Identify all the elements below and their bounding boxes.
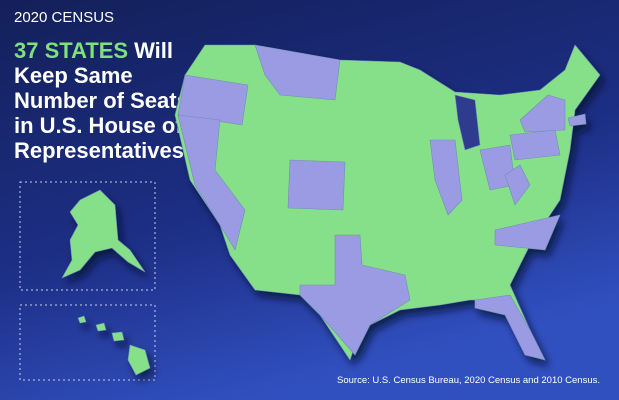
alaska-inset <box>19 181 156 291</box>
hawaii-island <box>77 315 87 324</box>
illinois <box>429 139 463 216</box>
headline-line: in U.S. House of <box>14 113 183 138</box>
texas <box>299 234 411 356</box>
hawaii-island <box>127 344 151 376</box>
oregon <box>177 74 249 126</box>
west-virginia <box>504 164 531 206</box>
hawaii-island <box>111 331 125 342</box>
headline-text: Will <box>134 38 173 63</box>
alaska <box>61 189 146 279</box>
insets <box>61 189 151 376</box>
colorado <box>287 159 346 211</box>
florida <box>474 294 546 361</box>
massachusetts <box>567 113 587 127</box>
headline-line: 37 STATES Will <box>14 38 173 63</box>
us-map <box>174 44 601 361</box>
california <box>177 114 246 251</box>
hawaii-island <box>95 322 107 332</box>
michigan <box>454 94 481 151</box>
north-carolina <box>494 214 561 251</box>
new-york <box>519 94 566 133</box>
headline-line: Representatives <box>14 138 184 163</box>
source-note: Source: U.S. Census Bureau, 2020 Census … <box>337 375 600 386</box>
montana <box>254 44 341 101</box>
headline-line: Keep Same <box>14 63 133 88</box>
headline-highlight: 37 STATES <box>14 38 128 63</box>
headline-line: Number of Seats <box>14 88 189 113</box>
kicker: 2020 CENSUS <box>14 9 114 26</box>
pennsylvania <box>509 129 561 161</box>
